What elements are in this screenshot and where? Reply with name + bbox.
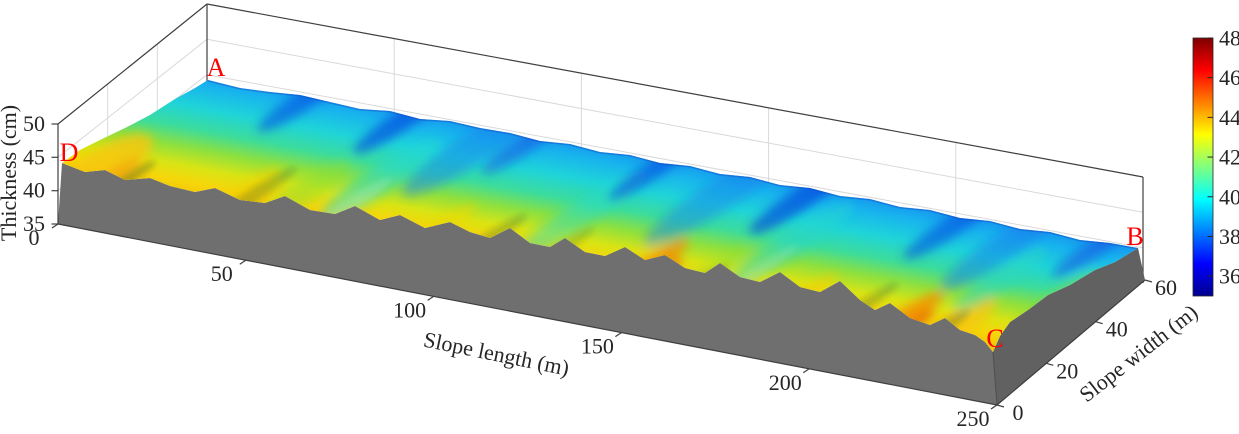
slab-right-face [993,248,1145,405]
x-tick-label: 200 [769,370,802,395]
colorbar-tick-label: 44 [1219,105,1239,130]
z-tick-label: 45 [23,144,45,169]
corner-label-d: D [60,138,79,167]
corner-label-b: B [1126,222,1143,251]
y-tick-label: 40 [1106,317,1128,342]
colorbar-tick-label: 46 [1219,65,1239,90]
corner-labels: A B C D [60,53,1144,353]
y-tick-label: 60 [1155,275,1177,300]
colorbar-gradient [1192,37,1214,297]
y-tick-label: 20 [1056,358,1078,383]
slab-corner-edge [992,351,998,406]
y-tick-label: 0 [1013,400,1024,425]
colorbar-tick-label: 40 [1219,184,1239,209]
colorbar-tick-label: 42 [1219,145,1239,170]
slab-front-face [58,163,997,405]
z-tick-label: 35 [23,211,45,236]
x-tick-label: 50 [211,261,233,286]
z-tick-label: 50 [23,111,45,136]
colorbar: 36 38 40 42 44 46 48 [1192,26,1239,297]
colorbar-tick-label: 38 [1219,224,1239,249]
colorbar-tick-label: 48 [1219,26,1239,51]
x-tick-label: 0 [29,225,40,250]
z-axis-title: Thickness (cm) [0,105,21,241]
x-axis-title: Slope length (m) [422,327,572,381]
surface-back-rim [207,80,1138,250]
x-tick-label: 100 [393,297,426,322]
grid-lines [57,38,1144,249]
corner-label-a: A [207,53,226,82]
x-tick-label: 250 [957,406,990,431]
colorbar-tick-label: 36 [1219,264,1239,289]
corner-label-c: C [986,324,1003,353]
x-tick-label: 150 [581,334,614,359]
z-tick-label: 40 [23,178,45,203]
z-axis: 35 40 45 50 Thickness (cm) [0,105,59,241]
